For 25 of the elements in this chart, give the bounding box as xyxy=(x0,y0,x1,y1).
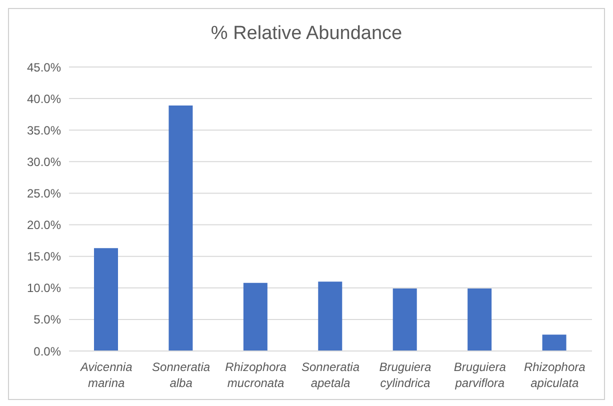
y-tick-label: 30.0% xyxy=(26,154,62,169)
x-tick-label: Bruguiera cylindrica xyxy=(379,360,432,390)
y-tick-label: 5.0% xyxy=(34,312,62,327)
y-tick-label: 20.0% xyxy=(26,218,62,232)
bar xyxy=(168,106,193,351)
y-tick-label: 15.0% xyxy=(26,250,62,264)
y-tick-label: 0.0% xyxy=(34,344,62,358)
bar xyxy=(468,288,492,351)
bar xyxy=(392,288,417,351)
x-tick-label: Sonneratia apetala xyxy=(301,360,360,390)
x-tick-label: Rhizophora mucronata xyxy=(225,360,287,390)
x-tick-label: Sonneratia alba xyxy=(152,360,210,390)
bar xyxy=(542,334,566,351)
x-tick-label: Bruguiera parviflora xyxy=(454,360,506,390)
bar xyxy=(243,282,268,351)
chart-title: % Relative Abundance xyxy=(210,22,404,46)
y-tick-label: 40.0% xyxy=(26,92,62,106)
y-tick-label: 45.0% xyxy=(26,60,62,74)
bar xyxy=(94,248,118,351)
y-tick-label: 25.0% xyxy=(26,186,62,200)
y-tick-label: 10.0% xyxy=(26,281,62,296)
y-tick-label: 35.0% xyxy=(26,123,62,138)
x-tick-label: Rhizophora apiculata xyxy=(524,360,586,390)
bar xyxy=(318,282,342,351)
x-tick-label: Avicennia marina xyxy=(79,360,133,390)
